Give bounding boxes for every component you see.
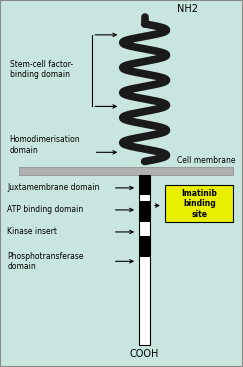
Bar — [139, 236, 150, 257]
Bar — [139, 175, 150, 195]
Text: Homodimerisation
domain: Homodimerisation domain — [10, 135, 80, 155]
Text: Imatinib
binding
site: Imatinib binding site — [181, 189, 217, 219]
Text: Stem-cell factor-
binding domain: Stem-cell factor- binding domain — [10, 60, 73, 79]
Bar — [139, 201, 150, 222]
Bar — [165, 185, 233, 222]
Text: ATP binding domain: ATP binding domain — [7, 206, 84, 214]
Bar — [139, 175, 150, 345]
Bar — [19, 167, 233, 175]
Text: NH2: NH2 — [177, 4, 198, 14]
Text: Kinase insert: Kinase insert — [7, 228, 57, 236]
Text: Phosphotransferase
domain: Phosphotransferase domain — [7, 252, 84, 271]
Text: COOH: COOH — [130, 349, 159, 359]
Text: Juxtamembrane domain: Juxtamembrane domain — [7, 184, 100, 192]
Text: Cell membrane: Cell membrane — [177, 156, 236, 165]
